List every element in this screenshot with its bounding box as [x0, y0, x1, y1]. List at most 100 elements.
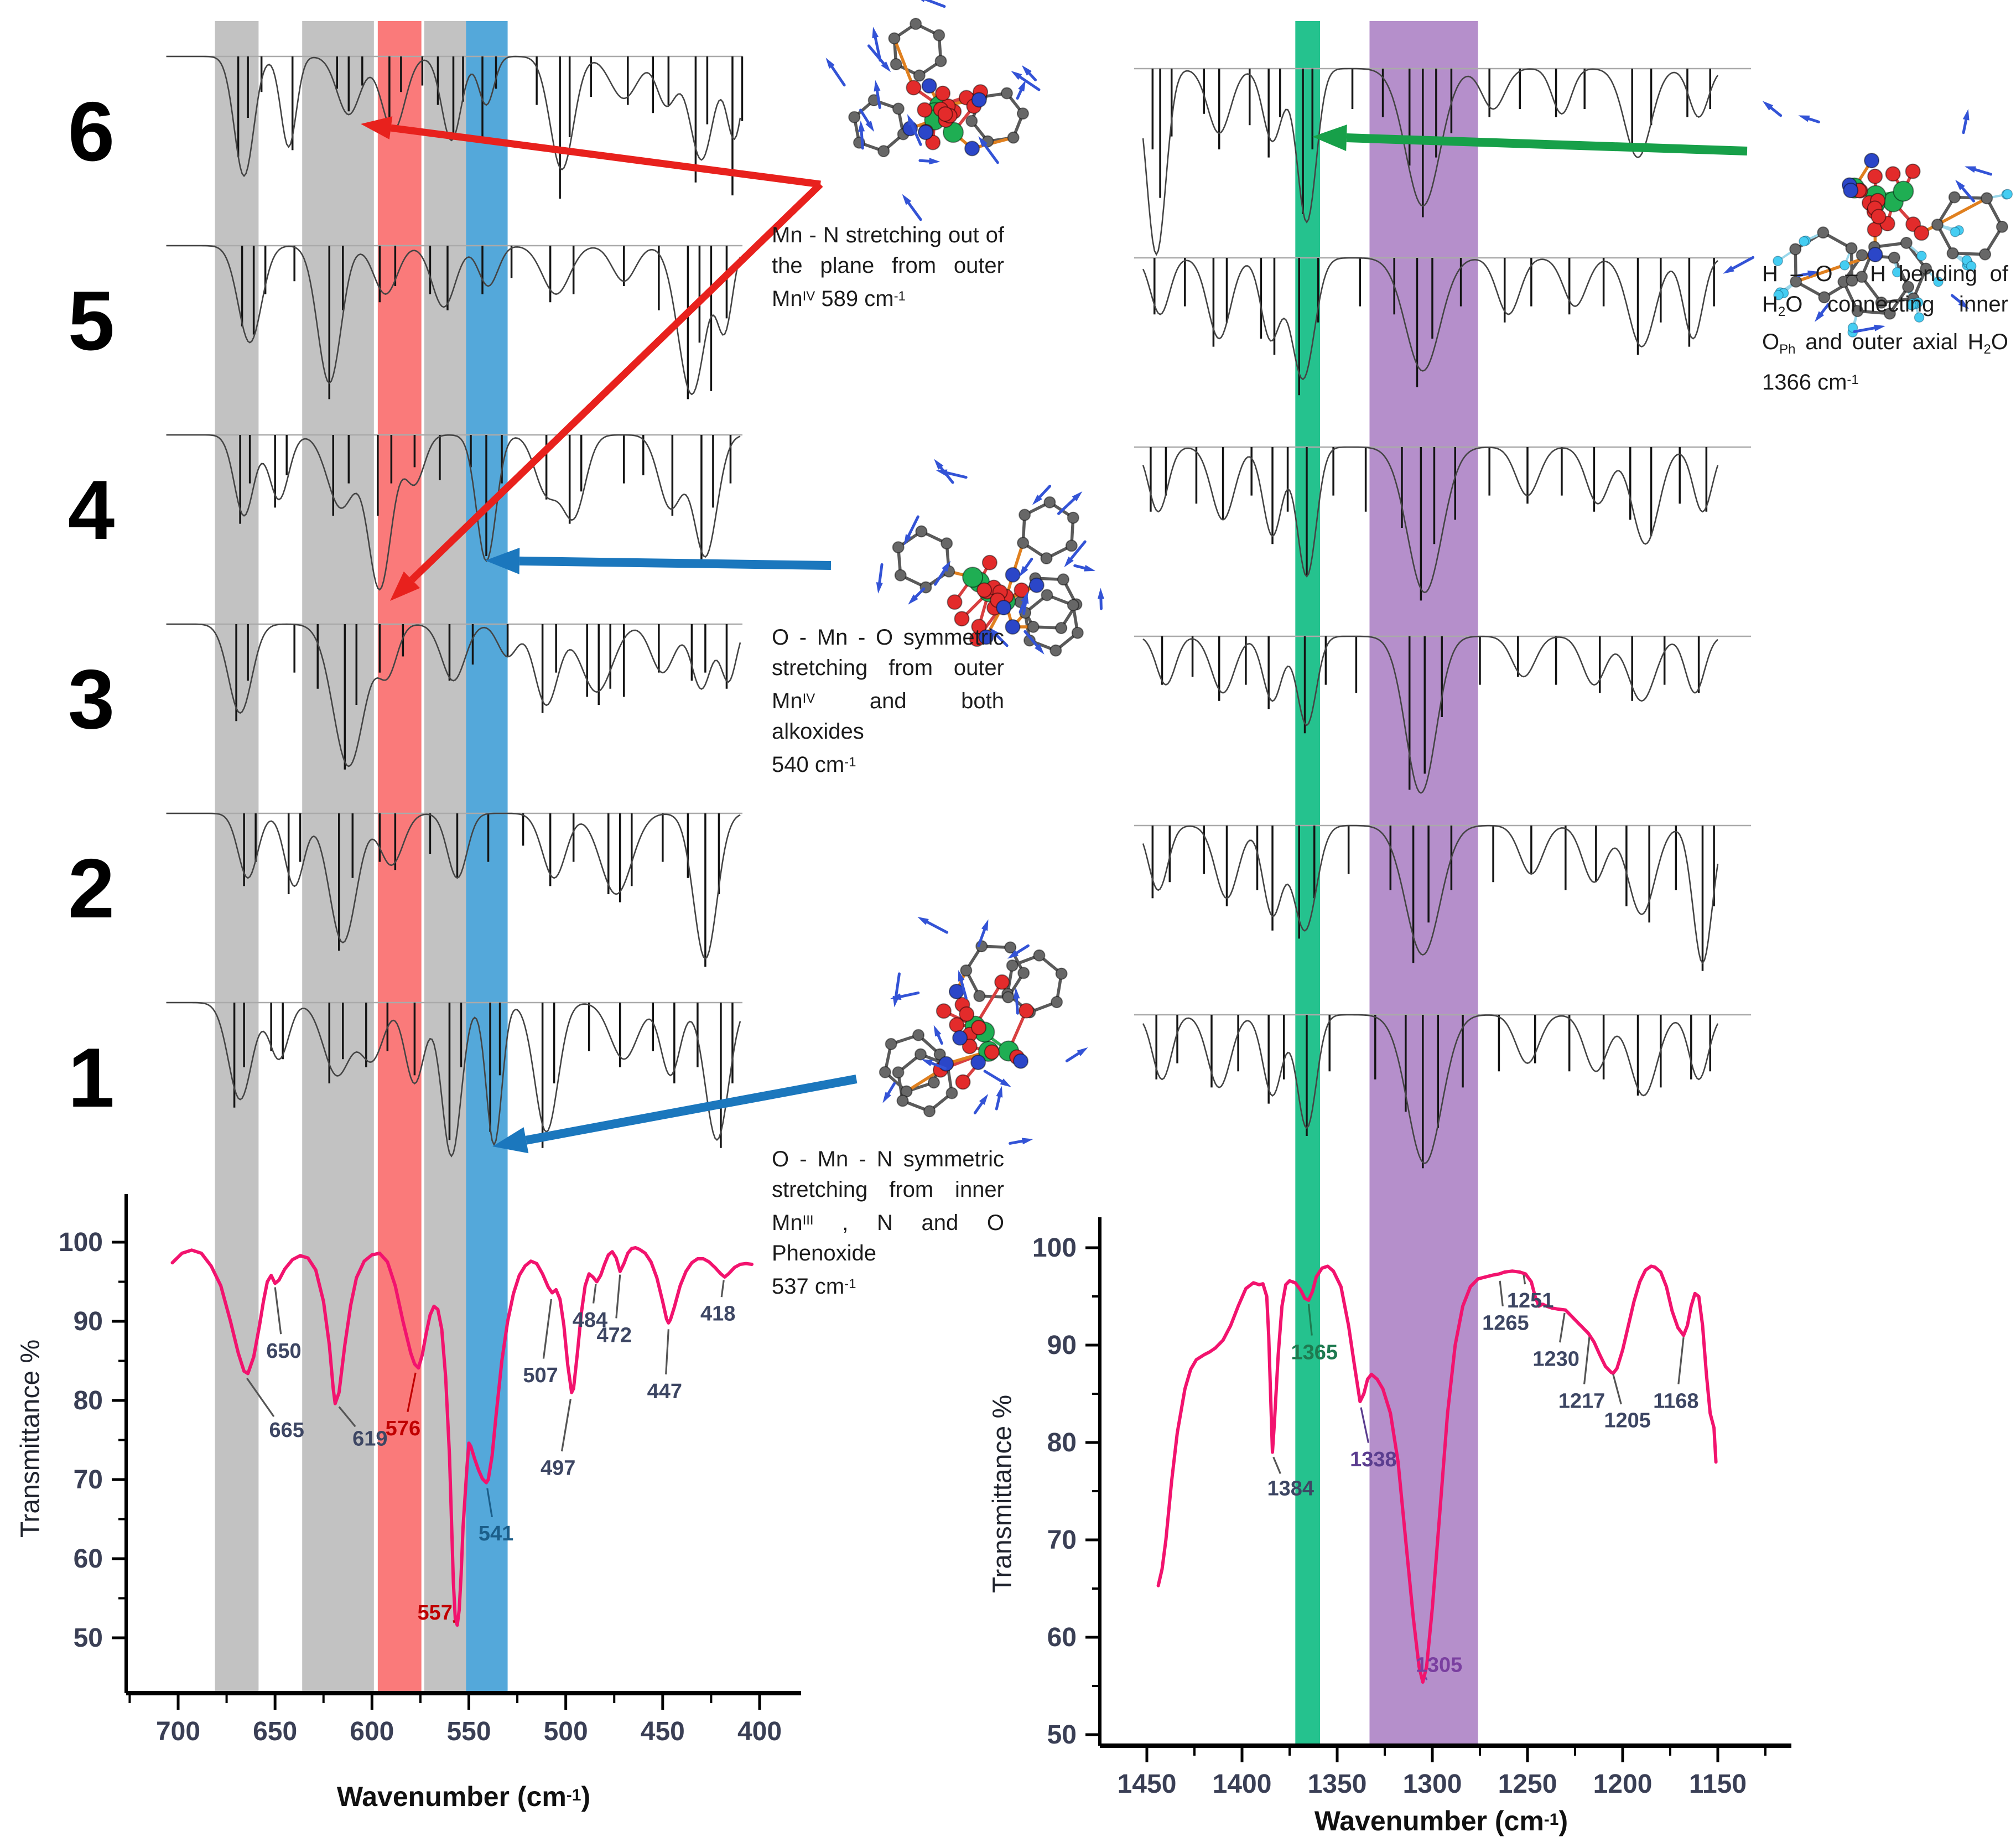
- left-yaxis-title: Transmittance %: [15, 1340, 46, 1538]
- carbon-atom: [897, 1095, 908, 1106]
- peak-leader-line: [1679, 1337, 1684, 1384]
- carbon-atom: [886, 1039, 897, 1050]
- text-run: 589 cm: [815, 287, 893, 311]
- oxygen-atom: [917, 103, 932, 117]
- displacement-vector-head: [917, 917, 929, 925]
- text-sup: -1: [894, 289, 906, 304]
- displacement-vector-head: [872, 27, 879, 39]
- compound-number-1: 1: [68, 1036, 115, 1120]
- compound-number-3: 3: [68, 657, 115, 741]
- carbon-atom: [1008, 132, 1019, 143]
- peak-leader-line: [594, 1284, 596, 1304]
- blue-band: [466, 21, 507, 1693]
- nitrogen-atom: [996, 600, 1011, 615]
- peak-label: 497: [541, 1457, 575, 1480]
- carbon-atom: [1044, 497, 1055, 508]
- annotation-line: Mn - N stretching out of: [772, 220, 1004, 251]
- y-tick-label: 70: [1047, 1525, 1077, 1555]
- carbon-atom: [960, 965, 971, 976]
- carbon-atom: [1051, 997, 1062, 1008]
- carbon-atom: [1068, 600, 1079, 611]
- carbon-atom: [1997, 221, 2008, 232]
- peak-label: 541: [479, 1522, 513, 1545]
- carbon-atom: [1981, 193, 1992, 204]
- annotation-line: stretching from inner: [772, 1175, 1004, 1205]
- annotation-line: the plane from outer: [772, 251, 1004, 281]
- carbon-atom: [849, 112, 860, 123]
- y-tick-label: 60: [74, 1544, 103, 1574]
- carbon-atom: [1068, 512, 1079, 523]
- annotation-line: O - Mn - O symmetric: [772, 622, 1004, 653]
- peak-leader-line: [1500, 1281, 1503, 1306]
- peak-leader-line: [616, 1275, 620, 1319]
- displacement-vector-head: [929, 158, 940, 164]
- annotation-line: alkoxides: [772, 717, 1004, 747]
- oxygen-atom: [983, 556, 997, 570]
- peak-label: 650: [266, 1340, 301, 1363]
- text-sup: -1: [844, 1276, 856, 1291]
- oxygen-atom: [948, 595, 962, 609]
- displacement-vector-head: [858, 121, 865, 132]
- oxygen-atom: [985, 1045, 999, 1059]
- text-run: O - Mn - O symmetric: [772, 625, 1004, 650]
- annotation-line: stretching from outer: [772, 653, 1004, 683]
- nitrogen-atom: [1843, 183, 1858, 198]
- peak-label: 1230: [1532, 1348, 1579, 1371]
- displacement-vector-head: [921, 1059, 933, 1066]
- oxygen-atom: [971, 1020, 986, 1035]
- carbon-atom: [889, 33, 900, 44]
- annotation-line: H – O – H bending of: [1762, 259, 2008, 289]
- nitrogen-atom: [972, 92, 986, 107]
- y-tick-label: 80: [74, 1386, 103, 1415]
- carbon-atom: [1901, 237, 1912, 248]
- y-tick-label: 60: [1047, 1623, 1077, 1652]
- carbon-atom: [1017, 537, 1028, 548]
- right-yaxis-title: Transmittance %: [988, 1395, 1018, 1593]
- oxygen-atom: [956, 1075, 970, 1089]
- x-tick-label: 1300: [1403, 1769, 1462, 1799]
- peak-label: 447: [647, 1380, 682, 1403]
- oxygen-atom: [906, 80, 921, 95]
- peak-label: 1168: [1653, 1389, 1698, 1413]
- text-sup: -1: [1544, 1810, 1559, 1829]
- text-run: Mn: [772, 1211, 803, 1235]
- carbon-atom: [1072, 627, 1083, 639]
- text-run: H: [1762, 292, 1778, 316]
- carbon-atom: [974, 990, 985, 1001]
- carbon-atom: [895, 570, 906, 581]
- text-run: Wavenumber (cm: [337, 1781, 567, 1812]
- carbon-atom: [1949, 191, 1960, 203]
- nitrogen-atom: [918, 125, 933, 139]
- annotation-line: MnIII , N and O: [772, 1205, 1004, 1238]
- peak-label: 1338: [1350, 1448, 1397, 1471]
- gray-band: [215, 21, 259, 1693]
- carbon-atom: [893, 1067, 904, 1078]
- carbon-atom: [941, 538, 952, 549]
- blue-arrow-to-panel1: [492, 1079, 856, 1153]
- text-sup: -1: [567, 1786, 581, 1804]
- carbon-atom: [924, 1106, 935, 1117]
- oxygen-atom: [977, 583, 991, 598]
- carbon-atom: [893, 103, 904, 115]
- text-run: the plane from outer: [772, 253, 1004, 278]
- text-sub: 2: [1984, 342, 1991, 357]
- carbon-atom: [916, 526, 927, 537]
- text-run: stretching from inner: [772, 1177, 1004, 1202]
- carbon-atom: [1001, 87, 1012, 98]
- oxygen-atom: [1906, 164, 1920, 179]
- text-run: Phenoxide: [772, 1241, 876, 1265]
- vibration-annotation-2: O - Mn - O symmetric stretching from oute…: [772, 622, 1004, 780]
- hydrogen-atom: [1951, 227, 1960, 237]
- displacement-vector-head: [996, 1086, 1003, 1098]
- peak-leader-line: [1361, 1408, 1369, 1443]
- displacement-vector-head: [876, 582, 883, 594]
- x-tick-label: 650: [253, 1717, 297, 1746]
- carbon-atom: [891, 59, 902, 70]
- displacement-vector-head: [1098, 588, 1104, 599]
- text-run: O: [1762, 330, 1779, 354]
- oxygen-atom: [1019, 1004, 1033, 1018]
- text-run: O: [1991, 330, 2008, 354]
- peak-label: 1384: [1267, 1477, 1314, 1501]
